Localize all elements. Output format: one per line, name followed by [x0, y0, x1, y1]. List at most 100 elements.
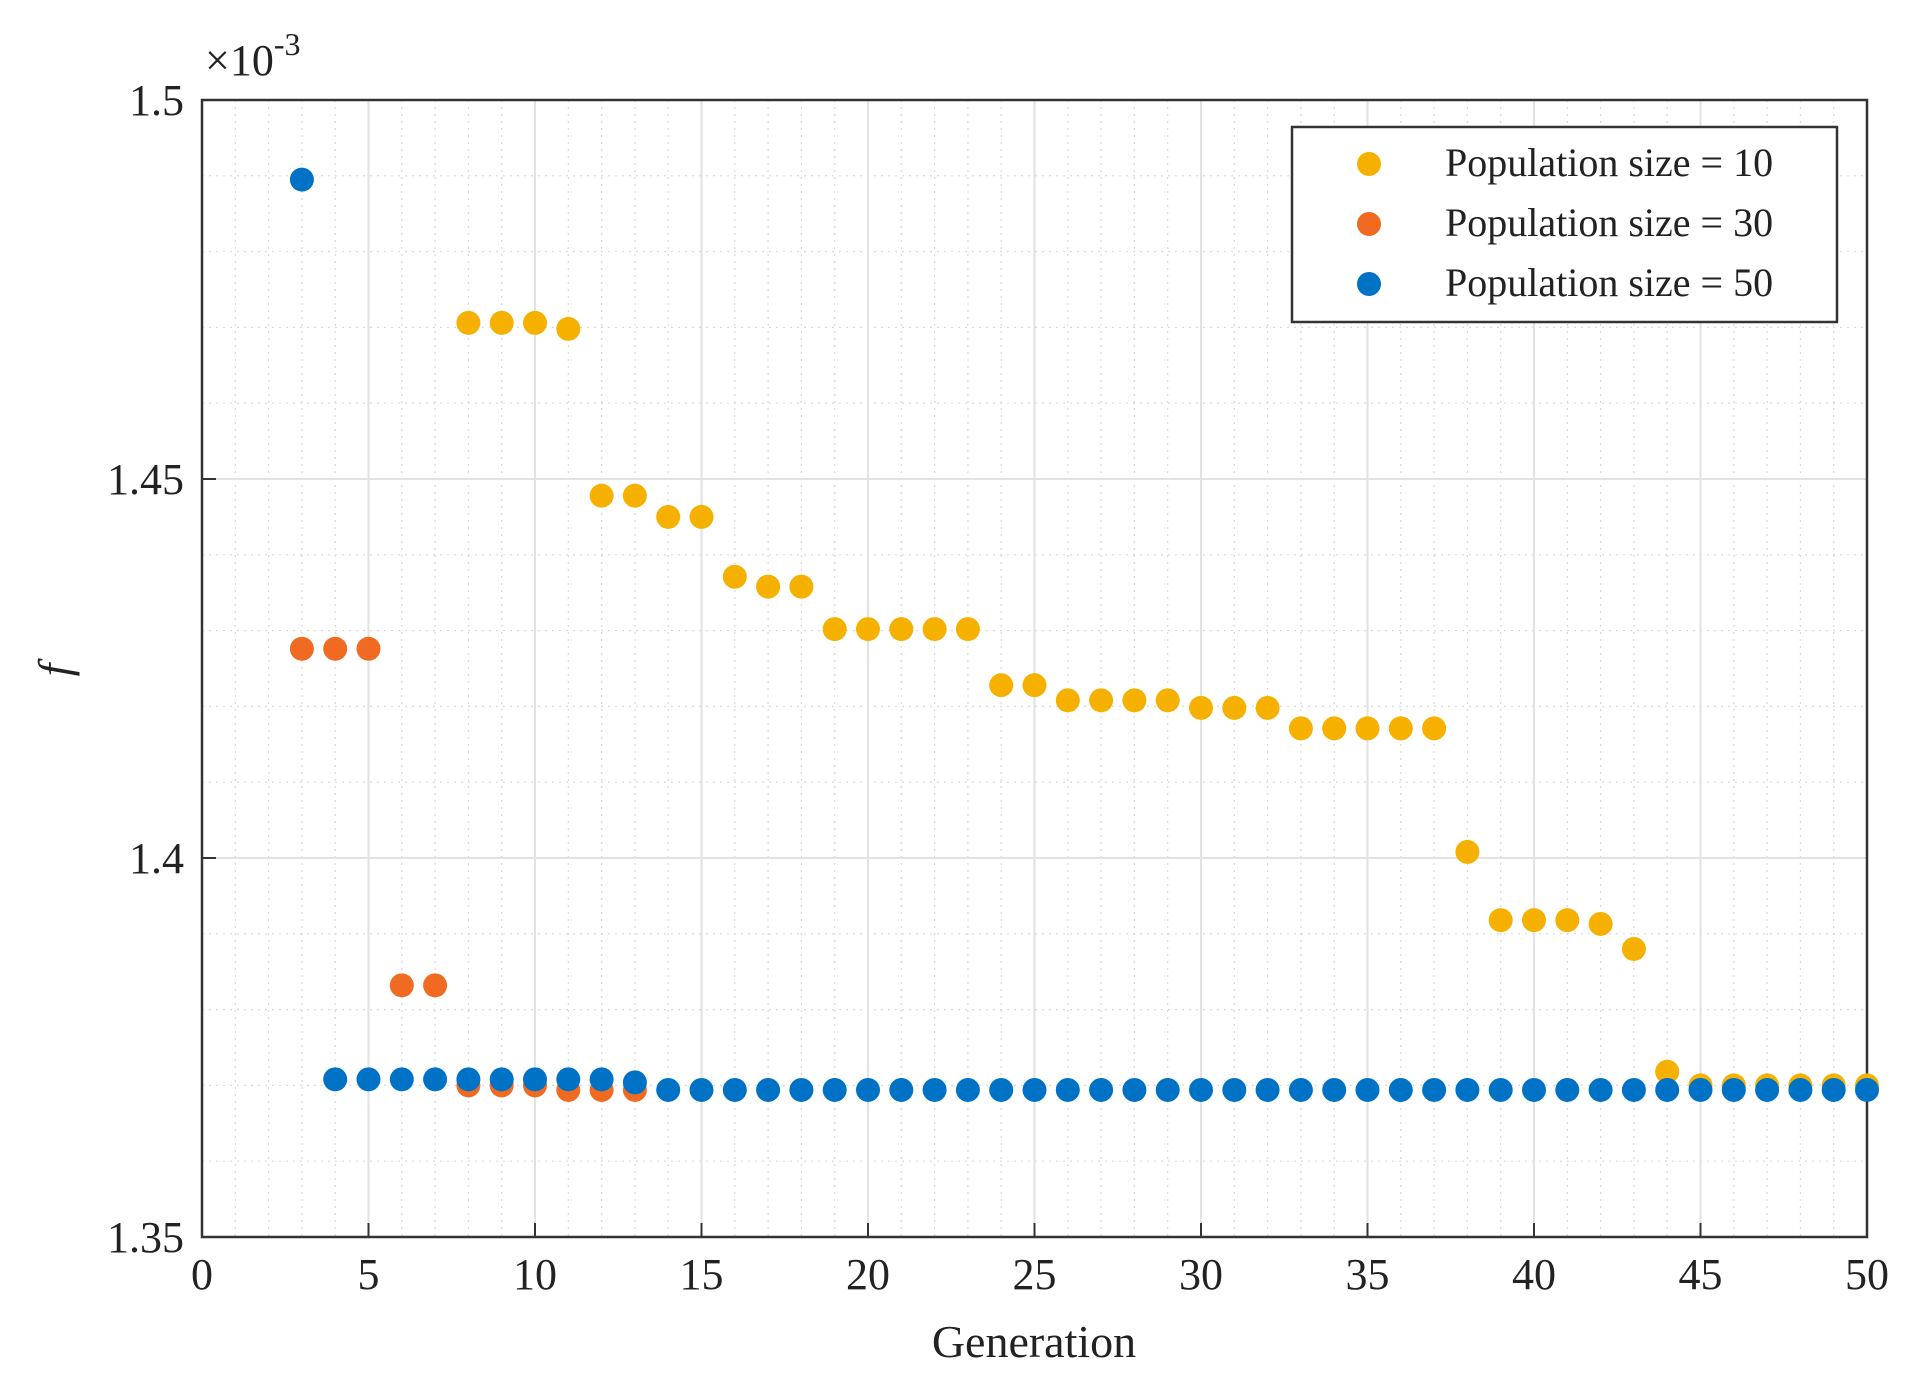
data-point	[955, 617, 980, 642]
data-point	[323, 1067, 348, 1092]
data-point	[1155, 1077, 1180, 1102]
data-point	[356, 636, 381, 661]
data-point	[589, 483, 614, 508]
data-point	[622, 1070, 647, 1095]
data-point	[1388, 1077, 1413, 1102]
data-point	[1688, 1077, 1713, 1102]
data-point	[556, 316, 581, 341]
legend: Population size = 10 Population size = 3…	[1290, 125, 1839, 324]
x-tick-label: 50	[1845, 1250, 1889, 1299]
data-point	[1055, 688, 1080, 713]
axis-ticks: 0 5 10 15 20 25 30 35 40 45 50 1.35 1.4 1.45 1.5	[107, 76, 1889, 1299]
data-point	[1422, 1077, 1447, 1102]
data-point	[589, 1067, 614, 1092]
data-point	[489, 1067, 514, 1092]
data-point	[1821, 1077, 1846, 1102]
x-tick-label: 40	[1512, 1250, 1556, 1299]
exponent-prefix: ×10	[205, 36, 274, 85]
data-point	[989, 1077, 1014, 1102]
data-point	[1655, 1077, 1680, 1102]
data-point	[856, 1077, 880, 1102]
data-point	[1089, 688, 1114, 713]
legend-box	[1290, 125, 1839, 324]
data-point	[1355, 1077, 1380, 1102]
data-point	[955, 1077, 980, 1102]
data-point	[689, 1077, 714, 1102]
data-point	[1288, 716, 1313, 741]
data-point	[1122, 688, 1147, 713]
data-point	[1322, 1077, 1347, 1102]
data-point	[1422, 716, 1447, 741]
data-point	[1022, 673, 1047, 698]
series-1	[456, 310, 1879, 1098]
data-point	[389, 1067, 414, 1092]
data-point	[1755, 1077, 1780, 1102]
data-point	[789, 1077, 814, 1102]
data-point	[289, 636, 314, 661]
exponent-power: -3	[274, 26, 301, 62]
data-point	[756, 574, 781, 599]
data-point	[989, 673, 1014, 698]
data-point	[1588, 1077, 1613, 1102]
data-point	[1222, 695, 1247, 720]
data-point	[1655, 1059, 1680, 1084]
data-point	[1522, 1077, 1546, 1102]
data-point	[756, 1077, 781, 1102]
data-points	[289, 167, 1879, 1102]
data-point	[1055, 1077, 1080, 1102]
data-point	[1189, 1077, 1213, 1102]
legend-marker-pop-10	[1357, 152, 1381, 176]
y-tick-label: 1.4	[129, 834, 184, 883]
y-tick-label: 1.5	[129, 76, 184, 125]
data-point	[822, 1077, 847, 1102]
data-point	[1322, 716, 1347, 741]
y-axis-label: f	[29, 657, 80, 676]
data-point	[922, 617, 947, 642]
x-tick-label: 30	[1179, 1250, 1223, 1299]
data-point	[523, 1067, 547, 1092]
data-point	[622, 483, 647, 508]
x-tick-label: 45	[1679, 1250, 1723, 1299]
data-point	[922, 1077, 947, 1102]
legend-label-pop-30: Population size = 30	[1445, 200, 1773, 245]
data-point	[1721, 1077, 1746, 1102]
data-point	[456, 310, 481, 335]
data-point	[523, 310, 547, 335]
data-point	[1388, 716, 1413, 741]
data-point	[1288, 1077, 1313, 1102]
data-point	[889, 617, 914, 642]
data-point	[1621, 936, 1646, 961]
data-point	[289, 167, 314, 192]
data-point	[1255, 1077, 1280, 1102]
data-point	[656, 504, 681, 529]
data-point	[1255, 695, 1280, 720]
data-point	[1588, 911, 1613, 936]
data-point	[423, 973, 448, 998]
data-point	[1355, 716, 1380, 741]
x-tick-label: 20	[846, 1250, 890, 1299]
data-point	[1621, 1077, 1646, 1102]
data-point	[489, 310, 514, 335]
y-tick-label: 1.45	[107, 455, 184, 504]
data-point	[1455, 839, 1480, 864]
data-point	[1522, 908, 1546, 933]
data-point	[722, 564, 747, 589]
data-point	[1455, 1077, 1480, 1102]
data-point	[722, 1077, 747, 1102]
x-tick-label: 5	[358, 1250, 380, 1299]
data-point	[1555, 908, 1580, 933]
data-point	[1855, 1077, 1879, 1102]
data-point	[1122, 1077, 1147, 1102]
data-point	[1155, 688, 1180, 713]
data-point	[1788, 1077, 1813, 1102]
x-tick-label: 10	[513, 1250, 557, 1299]
y-tick-label: 1.35	[107, 1213, 184, 1262]
exponent-label: ×10-3	[205, 26, 300, 85]
data-point	[423, 1067, 448, 1092]
data-point	[389, 973, 414, 998]
data-point	[556, 1067, 581, 1092]
data-point	[789, 574, 814, 599]
x-axis-label: Generation	[932, 1316, 1136, 1367]
